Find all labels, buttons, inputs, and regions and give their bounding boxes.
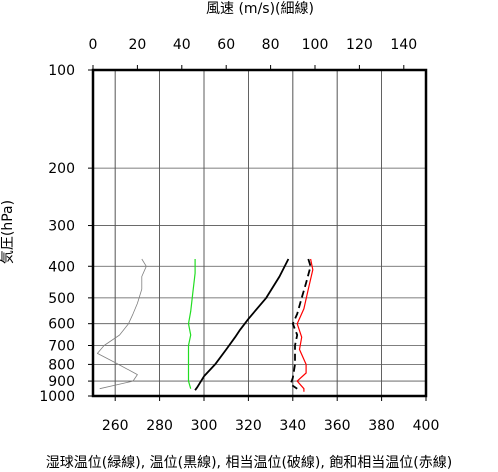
pressure-tick-label-500: 500 [48, 291, 75, 307]
bottom-tick-label-400: 400 [413, 418, 440, 434]
top-tick-label-40: 40 [173, 37, 191, 53]
bottom-tick-label-320: 320 [235, 418, 262, 434]
pressure-tick-label-400: 400 [48, 259, 75, 275]
pressure-tick-label-300: 300 [48, 219, 75, 235]
pressure-tick-label-100: 100 [48, 63, 75, 79]
bottom-axis-title: 湿球温位(緑線), 温位(黒線), 相当温位(破線), 飽和相当温位(赤線) [46, 454, 452, 471]
plot-frame [91, 68, 428, 398]
y-axis-title: 気圧(hPa) [0, 200, 16, 264]
pressure-tick-label-800: 800 [48, 357, 75, 373]
bottom-tick-label-340: 340 [279, 418, 306, 434]
bottom-tick-label-260: 260 [102, 418, 129, 434]
top-tick-label-140: 140 [390, 37, 417, 53]
bottom-tick-label-280: 280 [146, 418, 173, 434]
pressure-tick-label-1000: 1000 [39, 389, 75, 405]
series-wind-speed [97, 258, 147, 390]
top-tick-labels: 0 20 40 60 80 100 120 140 [89, 37, 418, 53]
bottom-tick-label-380: 380 [368, 418, 395, 434]
top-tick-label-0: 0 [89, 37, 98, 53]
grid [88, 65, 427, 401]
pressure-tick-label-700: 700 [48, 339, 75, 355]
bottom-tick-label-300: 300 [191, 418, 218, 434]
top-tick-label-120: 120 [346, 37, 373, 53]
bottom-tick-labels: 260 280 300 320 340 360 380 400 [102, 418, 440, 434]
bottom-tick-label-360: 360 [324, 418, 351, 434]
top-axis-title: 風速 (m/s)(細線) [206, 1, 314, 17]
top-tick-label-80: 80 [262, 37, 280, 53]
pressure-tick-label-900: 900 [48, 374, 75, 390]
pressure-tick-label-600: 600 [48, 317, 75, 333]
series-equivalent-potential-temperature [289, 258, 312, 390]
series-wet-bulb-potential-temperature [187, 259, 196, 389]
data-lines [97, 258, 314, 392]
top-tick-label-20: 20 [128, 37, 146, 53]
series-potential-temperature [194, 258, 290, 391]
pressure-tick-label-200: 200 [48, 161, 75, 177]
top-tick-label-100: 100 [302, 37, 329, 53]
series-saturated-equivalent-potential-temperature [296, 258, 314, 392]
top-tick-label-60: 60 [217, 37, 235, 53]
